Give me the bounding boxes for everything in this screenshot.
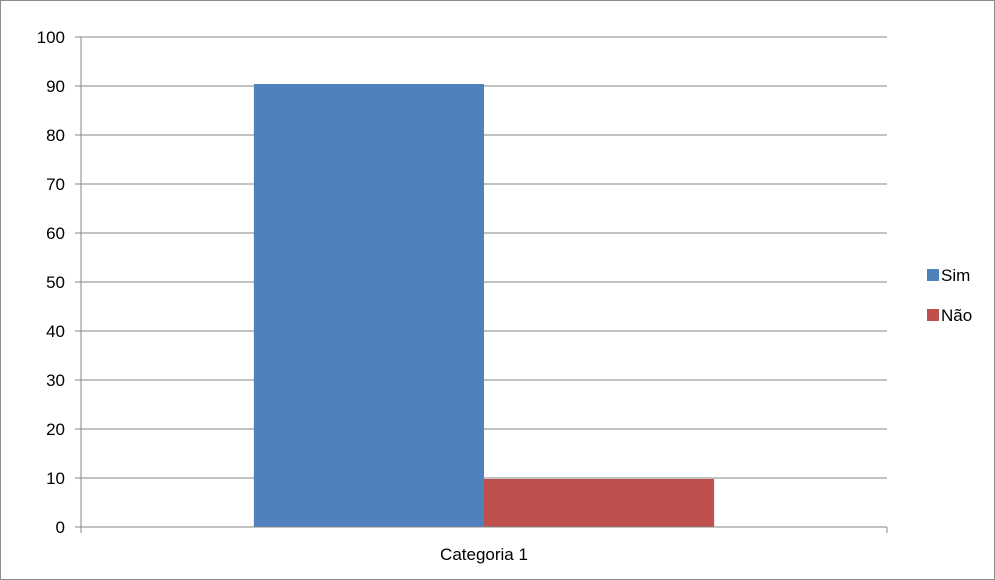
y-axis-tick-labels: 0 10 20 30 40 50 60 70 80 90 100 (37, 28, 65, 537)
y-tick-label: 80 (46, 126, 65, 145)
y-tick-label: 70 (46, 175, 65, 194)
y-tick-label: 30 (46, 371, 65, 390)
bars (253, 84, 715, 527)
legend-label: Sim (941, 266, 970, 285)
bar-sim (253, 84, 484, 527)
y-tick-label: 10 (46, 469, 65, 488)
axes (75, 36, 888, 533)
y-tick-label: 40 (46, 322, 65, 341)
legend-label: Não (941, 306, 972, 325)
y-tick-label: 20 (46, 420, 65, 439)
y-tick-label: 60 (46, 224, 65, 243)
bar-nao (484, 478, 715, 527)
y-tick-label: 90 (46, 77, 65, 96)
legend: Sim Não (927, 266, 972, 325)
legend-swatch (927, 269, 939, 281)
x-tick-label: Categoria 1 (440, 545, 528, 564)
x-axis-tick-labels: Categoria 1 (440, 545, 528, 564)
y-tick-label: 50 (46, 273, 65, 292)
legend-swatch (927, 309, 939, 321)
y-tick-label: 100 (37, 28, 65, 47)
y-tick-label: 0 (56, 518, 65, 537)
